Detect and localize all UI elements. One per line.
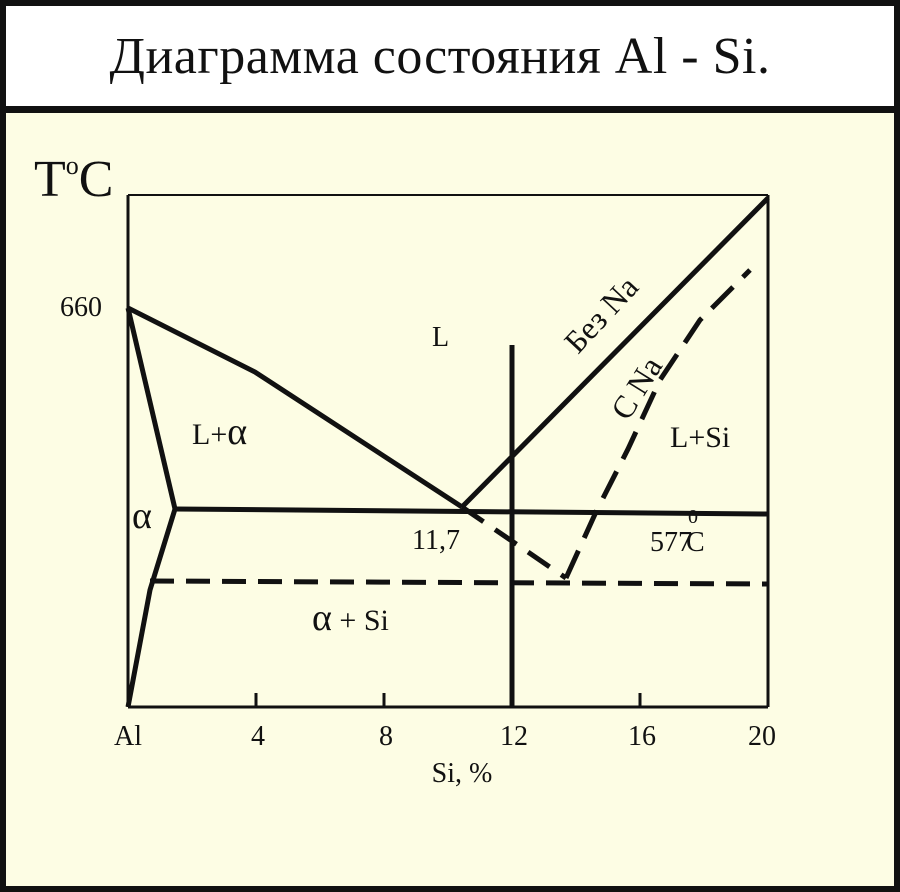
region-alpha-si: α + Si	[312, 597, 389, 639]
region-liquid-si: L+Si	[670, 421, 730, 454]
liquidus-with-na	[563, 268, 752, 580]
modified-eutectic-line	[149, 578, 769, 587]
region-liquid: L	[432, 322, 449, 353]
x-tick-label-12: 12	[500, 721, 528, 752]
label-with-na: С Na	[603, 350, 669, 426]
region-alpha: α	[132, 495, 152, 537]
liquidus-without-na	[460, 196, 770, 509]
x-tick-label-8: 8	[379, 721, 393, 752]
title-box: Диаграмма состояния Al - Si.	[6, 6, 894, 113]
region-liquid-alpha: L+α	[192, 411, 247, 453]
diagram-title: Диаграмма состояния Al - Si.	[109, 27, 771, 85]
label-without-na: Без Na	[557, 269, 645, 360]
x-axis-label: Si, %	[432, 758, 493, 789]
liquidus-al-side	[126, 305, 464, 510]
x-tick-label-4: 4	[251, 721, 265, 752]
eutectic-temperature-label: 5770 C	[650, 506, 705, 558]
modified-liquidus-al-side	[460, 504, 568, 581]
y-axis-label: ToC	[34, 151, 113, 208]
y-tick-label-660: 660	[60, 292, 102, 323]
x-tick-label-al: Al	[114, 721, 142, 752]
solidus-line	[125, 307, 178, 510]
solvus-line	[125, 508, 178, 708]
x-tick-label-16: 16	[628, 721, 656, 752]
eutectic-composition-label: 11,7	[412, 525, 460, 556]
x-tick-label-20: 20	[748, 721, 776, 752]
